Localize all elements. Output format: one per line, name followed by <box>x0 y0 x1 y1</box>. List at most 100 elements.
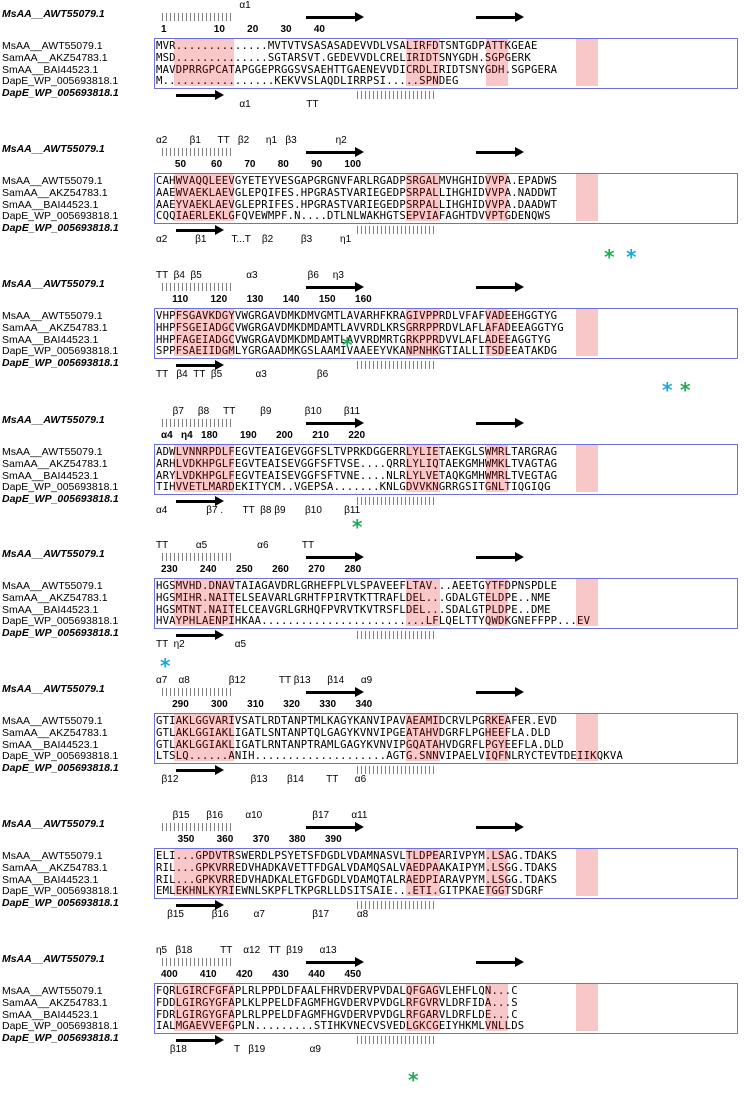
conserved-block <box>486 714 508 762</box>
conserved-block <box>486 579 508 627</box>
sequence-row: CQQIAERLEKLGFQVEWMPF.N....DTLNLWAKHGTSEP… <box>156 210 551 223</box>
active-site-star: * <box>160 654 171 678</box>
active-site-star: * <box>352 515 363 539</box>
sequence-name: DapE_WP_005693818.1 <box>2 897 119 910</box>
sequence-row: MAVDPRRGPCATAPGGEPRGGSVSAEHTTGAENEVVDICR… <box>156 63 558 76</box>
strand-arrow <box>176 900 224 911</box>
conserved-block <box>486 984 508 1032</box>
active-site-star: * <box>662 378 673 402</box>
conserved-block <box>576 174 598 222</box>
strand-arrow <box>476 282 524 292</box>
conserved-block <box>576 714 598 762</box>
strand-arrow <box>476 822 524 832</box>
sequence-row: FDRLGIRGYGFAPLRLPPELDFAGMFHGVDERVPVDGLRF… <box>156 1008 518 1021</box>
sequence-name: SamAA__AKZ54783.1 <box>2 51 108 64</box>
alignment-block: MsAA__AWT55079.1 β7 β8 TT β9 β10 β11 α4 η… <box>0 406 744 541</box>
conserved-block <box>486 445 508 493</box>
helix-coil <box>161 823 231 831</box>
conserved-block <box>486 174 508 222</box>
active-site-star: * <box>626 245 637 269</box>
sequence-row: TIHVVETLMARDEKITYCM..VGEPSA.......KNLGDV… <box>156 481 551 494</box>
sequence-name: MsAA__AWT55079.1 <box>2 850 103 862</box>
sequence-name: DapE_WP_005693818.1 <box>2 627 119 640</box>
bottom-structure-labels: β18 T β19 α9 <box>156 1044 321 1055</box>
residue-numbers: α4 η4 180 190 200 210 220 <box>161 430 366 441</box>
similarity-box <box>154 713 738 765</box>
similarity-box <box>154 308 738 360</box>
sequence-row: RIL...GPKVRREDVHADKALETGFDGDLVDAMQTALRAE… <box>156 873 558 886</box>
sequence-name: SmAA__BAI44523.1 <box>2 469 99 482</box>
active-site-star: * <box>408 1068 419 1092</box>
sequence-name: DapE_WP_005693818.1 <box>2 615 119 628</box>
sequence-name: DapE_WP_005693818.1 <box>2 222 119 235</box>
sequence-row: HGSMVHD.DNAVTAIAGAVDRLGRHEFPLVLSPAVEEFLT… <box>156 580 558 592</box>
reference-label: MsAA__AWT55079.1 <box>2 8 105 20</box>
strand-arrow <box>306 147 364 157</box>
top-structure-labels: α2 β1 TT β2 η1 β3 η2 <box>156 135 347 146</box>
alignment-block: MsAA__AWT55079.1 α7 α8 β12 TT β13 β14 α9 … <box>0 675 744 810</box>
bottom-structure-labels: β12 β13 β14 TT α6 <box>156 774 367 785</box>
helix-coil <box>356 226 436 235</box>
similarity-box <box>154 578 738 630</box>
strand-arrow <box>306 957 364 967</box>
sequence-row: HHPFAGEIADGCVWGRGAVDMKDMDAMTLAVVRDMRTGRK… <box>156 333 551 346</box>
strand-arrow <box>306 822 364 832</box>
strand-arrow <box>176 225 224 236</box>
top-structure-labels: β7 β8 TT β9 β10 β11 <box>156 406 361 417</box>
sequence-name: DapE_WP_005693818.1 <box>2 210 119 223</box>
residue-numbers: 350 360 370 380 390 <box>161 834 342 845</box>
bottom-structure-labels: β15 β16 α7 β17 α8 <box>156 909 369 920</box>
helix-coil <box>356 1036 436 1045</box>
top-structure-labels: α1 <box>156 0 251 11</box>
top-structure-labels: TT α5 α6 TT <box>156 540 315 551</box>
alignment-block: MsAA__AWT55079.1 TT α5 α6 TT 230 240 250 2… <box>0 540 744 675</box>
conserved-block <box>576 39 598 87</box>
helix-coil <box>161 148 231 156</box>
top-structure-labels: η5 β18 TT α12 TT β19 α13 <box>156 945 337 956</box>
sequence-name: DapE_WP_005693818.1 <box>2 87 119 100</box>
sequence-row: CAHWVAQQLEEVGYETEYVESGAPGRGNVFARLRGADPSR… <box>156 175 558 187</box>
sequence-name: SamAA__AKZ54783.1 <box>2 996 108 1009</box>
alignment-block: MsAA__AWT55079.1 TT β4 β5 α3 β6 η3 110 12… <box>0 270 744 405</box>
sequence-name: DapE_WP_005693818.1 <box>2 885 119 898</box>
helix-coil <box>356 91 436 100</box>
sequence-name: SmAA__BAI44523.1 <box>2 603 99 616</box>
sequence-row: GTIAKLGGVARIVSATLRDTANPTMLKAGYKANVIPAVAE… <box>156 715 558 727</box>
sequence-row: GTLAKLGGIAKLIGATLSNTANPTQLGAGYKVNVIPGEAT… <box>156 726 551 739</box>
strand-arrow <box>176 496 224 507</box>
bottom-structure-labels: α1 TT <box>156 99 319 110</box>
sequence-name: SmAA__BAI44523.1 <box>2 873 99 886</box>
sequence-name: SmAA__BAI44523.1 <box>2 738 99 751</box>
sequence-row: ADWLVNNRPDLFEGVTEAIGEVGGFSLTVPRKDGGERRLY… <box>156 446 558 458</box>
helix-coil <box>356 766 436 775</box>
sequence-row: AAEYVAEKLAEVGLEPRIFES.HPGRASTVARIEGEDPSR… <box>156 198 558 211</box>
sequence-name: MsAA__AWT55079.1 <box>2 175 103 187</box>
reference-label: MsAA__AWT55079.1 <box>2 143 105 155</box>
conserved-block <box>406 309 440 357</box>
sequence-row: FDDLGIRGYGFAPLKLPPELDFAGMFHGVDERVPVDGLRF… <box>156 996 518 1009</box>
sequence-name: MsAA__AWT55079.1 <box>2 715 103 727</box>
sequence-row: ARHLVDKHPGLFEGVTEAISEVGGFSFTVSE....QRRLY… <box>156 457 558 470</box>
bottom-structure-labels: TT β4 TT β5 α3 β6 <box>156 369 329 380</box>
sequence-row: MSD..............SGTARSVT.GEDEVVDLCRELIR… <box>156 51 531 64</box>
sequence-row: EMLEKHNLKYRIEWNLSKPFLTKPGRLLDSITSAIE...E… <box>156 885 545 898</box>
top-structure-labels: α7 α8 β12 TT β13 β14 α9 <box>156 675 373 686</box>
conserved-block <box>174 579 234 627</box>
sequence-name: SamAA__AKZ54783.1 <box>2 591 108 604</box>
strand-arrow <box>476 418 524 428</box>
sequence-name: SamAA__AKZ54783.1 <box>2 457 108 470</box>
strand-arrow <box>176 630 224 641</box>
strand-arrow <box>306 282 364 292</box>
reference-label: MsAA__AWT55079.1 <box>2 818 105 830</box>
strand-arrow <box>176 90 224 101</box>
conserved-block <box>406 579 440 627</box>
conserved-block <box>406 714 440 762</box>
conserved-block <box>174 714 234 762</box>
sequence-row: HGSMTNT.NAITELCEAVGRLGRHQFPVRVTKVTRSFLDE… <box>156 603 551 616</box>
helix-coil <box>356 631 436 640</box>
bottom-structure-labels: TT η2 α5 <box>156 639 247 650</box>
sequence-name: SamAA__AKZ54783.1 <box>2 321 108 334</box>
sequence-name: SmAA__BAI44523.1 <box>2 63 99 76</box>
sequence-name: DapE_WP_005693818.1 <box>2 1020 119 1033</box>
sequence-name: DapE_WP_005693818.1 <box>2 1032 119 1045</box>
